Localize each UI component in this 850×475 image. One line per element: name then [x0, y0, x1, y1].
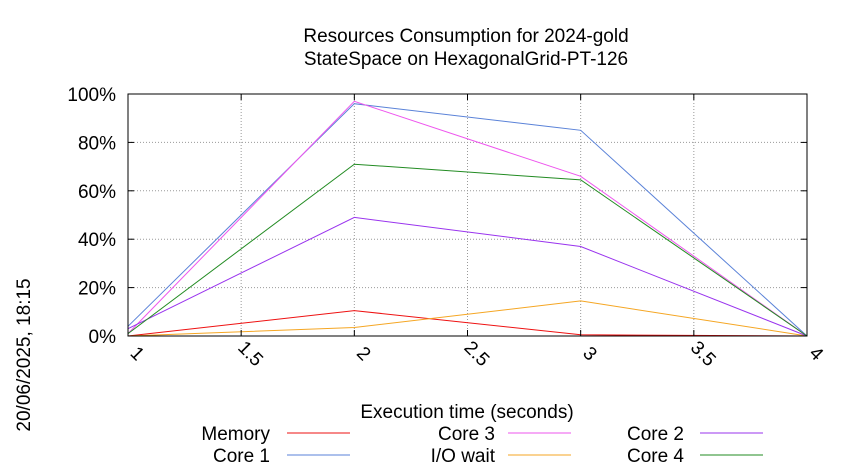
y-tick-label: 60% [78, 182, 116, 203]
y-tick-label: 100% [67, 85, 116, 106]
y-tick-label: 40% [78, 230, 116, 251]
legend-label: I/O wait [431, 446, 496, 467]
series-line-core-3 [127, 100, 808, 337]
timestamp-label: 20/06/2025, 18:15 [14, 278, 35, 431]
chart-subtitle: StateSpace on HexagonalGrid-PT-126 [304, 49, 628, 70]
x-tick-label: 1.5 [233, 337, 267, 371]
y-tick-label: 20% [78, 279, 116, 300]
y-axis: 0% 20% 40% 60% 80% 100% [67, 85, 807, 348]
y-tick-label: 80% [78, 133, 116, 154]
chart-title: Resources Consumption for 2024-gold [303, 26, 628, 47]
series-line-core-4 [127, 163, 808, 337]
x-tick-label: 3.5 [686, 337, 720, 371]
grid-lines [128, 94, 807, 336]
series-line-core-1 [127, 103, 808, 337]
x-axis-label: Execution time (seconds) [360, 402, 573, 423]
x-tick-label: 4 [805, 343, 828, 366]
x-tick-label: 2.5 [460, 337, 494, 371]
legend-label: Memory [201, 424, 270, 445]
x-tick-label: 1 [126, 343, 148, 365]
legend-label: Core 2 [627, 424, 684, 445]
legend-label: Core 3 [438, 424, 495, 445]
legend-label: Core 1 [213, 446, 270, 467]
x-tick-label: 2 [352, 343, 374, 365]
legend-label: Core 4 [627, 446, 684, 467]
x-tick-label: 3 [578, 343, 600, 365]
series-line-core-2 [127, 216, 808, 337]
x-axis: 1 1.5 2 2.5 3 3.5 4 [126, 94, 828, 371]
y-tick-label: 0% [89, 327, 117, 348]
